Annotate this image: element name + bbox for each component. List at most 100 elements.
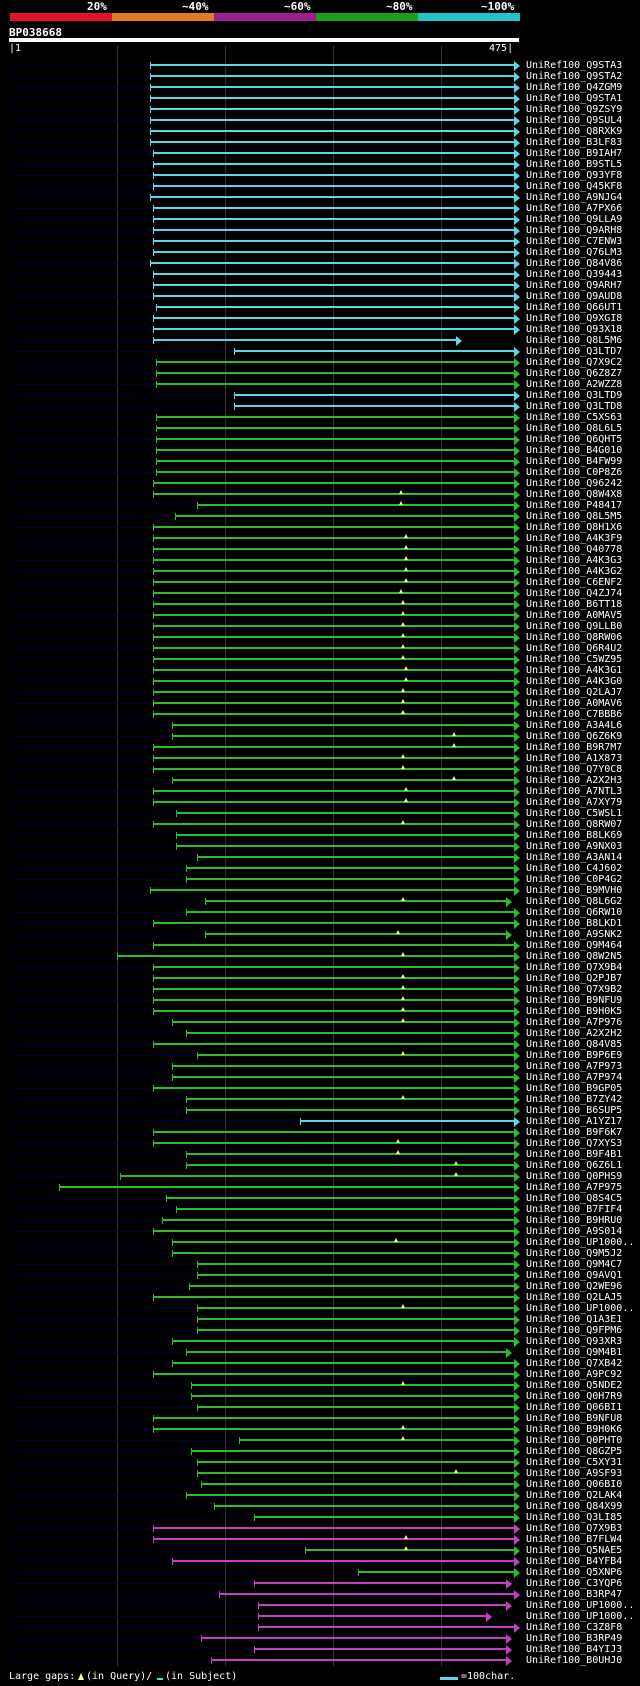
hit-row[interactable]: UniRef100_UP1000.. — [0, 1611, 640, 1622]
hit-label[interactable]: UniRef100_A4K3G3 — [526, 555, 623, 566]
hit-row[interactable]: UniRef100_Q9M4C7 — [0, 1259, 640, 1270]
hit-row[interactable]: UniRef100_Q9ARH8 — [0, 225, 640, 236]
hit-row[interactable]: UniRef100_A4K3G2 — [0, 566, 640, 577]
hit-label[interactable]: UniRef100_UP1000.. — [526, 1237, 635, 1248]
hit-label[interactable]: UniRef100_C3Z8F8 — [526, 1622, 623, 1633]
hit-row[interactable]: UniRef100_Q06BI0 — [0, 1479, 640, 1490]
hit-label[interactable]: UniRef100_C0P4G2 — [526, 874, 623, 885]
hit-label[interactable]: UniRef100_Q9XGI8 — [526, 313, 623, 324]
hit-row[interactable]: UniRef100_Q7Y0C8 — [0, 764, 640, 775]
hit-label[interactable]: UniRef100_Q8W4X8 — [526, 489, 623, 500]
hit-label[interactable]: UniRef100_Q7X9B4 — [526, 962, 623, 973]
hit-row[interactable]: UniRef100_Q5NDE2 — [0, 1380, 640, 1391]
hit-label[interactable]: UniRef100_B3RP49 — [526, 1633, 623, 1644]
hit-label[interactable]: UniRef100_Q76LM3 — [526, 247, 623, 258]
hit-row[interactable]: UniRef100_Q8L5M6 — [0, 335, 640, 346]
hit-label[interactable]: UniRef100_Q9M4C7 — [526, 1259, 623, 1270]
hit-row[interactable]: UniRef100_B9MVH0 — [0, 885, 640, 896]
hit-label[interactable]: UniRef100_Q66UT1 — [526, 302, 623, 313]
hit-row[interactable]: UniRef100_Q6Z8Z7 — [0, 368, 640, 379]
hit-label[interactable]: UniRef100_Q9FPM6 — [526, 1325, 623, 1336]
hit-label[interactable]: UniRef100_A9NX03 — [526, 841, 623, 852]
hit-row[interactable]: UniRef100_B9NFU8 — [0, 1413, 640, 1424]
hit-label[interactable]: UniRef100_A7NTL3 — [526, 786, 623, 797]
hit-row[interactable]: UniRef100_A7NTL3 — [0, 786, 640, 797]
hit-label[interactable]: UniRef100_Q9ZSY9 — [526, 104, 623, 115]
hit-row[interactable]: UniRef100_Q5NAE5 — [0, 1545, 640, 1556]
hit-label[interactable]: UniRef100_Q2LAJ5 — [526, 1292, 623, 1303]
hit-label[interactable]: UniRef100_A4K3G0 — [526, 676, 623, 687]
hit-label[interactable]: UniRef100_B9IAH7 — [526, 148, 623, 159]
hit-row[interactable]: UniRef100_Q6Z6K9 — [0, 731, 640, 742]
hit-row[interactable]: UniRef100_Q06BI1 — [0, 1402, 640, 1413]
hit-row[interactable]: UniRef100_Q8L6L5 — [0, 423, 640, 434]
hit-row[interactable]: UniRef100_Q9FPM6 — [0, 1325, 640, 1336]
hit-row[interactable]: UniRef100_UP1000.. — [0, 1303, 640, 1314]
hit-row[interactable]: UniRef100_B3RP47 — [0, 1589, 640, 1600]
hit-label[interactable]: UniRef100_A9SF93 — [526, 1468, 623, 1479]
hit-label[interactable]: UniRef100_B7FIF4 — [526, 1204, 623, 1215]
hit-label[interactable]: UniRef100_B0UHJ0 — [526, 1655, 623, 1666]
hit-label[interactable]: UniRef100_A2WZZ8 — [526, 379, 623, 390]
hit-label[interactable]: UniRef100_B4YFB4 — [526, 1556, 623, 1567]
hit-row[interactable]: UniRef100_C5WSL1 — [0, 808, 640, 819]
hit-label[interactable]: UniRef100_C0P8Z6 — [526, 467, 623, 478]
hit-label[interactable]: UniRef100_A0MAV6 — [526, 698, 623, 709]
hit-row[interactable]: UniRef100_Q7X9B2 — [0, 984, 640, 995]
hit-label[interactable]: UniRef100_Q1A3E1 — [526, 1314, 623, 1325]
hit-row[interactable]: UniRef100_Q9M4B1 — [0, 1347, 640, 1358]
hit-row[interactable]: UniRef100_B9F6K7 — [0, 1127, 640, 1138]
hit-label[interactable]: UniRef100_Q93XR3 — [526, 1336, 623, 1347]
hit-row[interactable]: UniRef100_C7ENW3 — [0, 236, 640, 247]
hit-label[interactable]: UniRef100_C7ENW3 — [526, 236, 623, 247]
hit-label[interactable]: UniRef100_Q3LTD7 — [526, 346, 623, 357]
hit-row[interactable]: UniRef100_Q8GZP5 — [0, 1446, 640, 1457]
hit-row[interactable]: UniRef100_B9STL5 — [0, 159, 640, 170]
hit-label[interactable]: UniRef100_Q7XB42 — [526, 1358, 623, 1369]
hit-row[interactable]: UniRef100_B6SUP5 — [0, 1105, 640, 1116]
hit-label[interactable]: UniRef100_B3RP47 — [526, 1589, 623, 1600]
hit-row[interactable]: UniRef100_B9F4B1 — [0, 1149, 640, 1160]
hit-label[interactable]: UniRef100_Q8H1X6 — [526, 522, 623, 533]
hit-label[interactable]: UniRef100_B8LKD1 — [526, 918, 623, 929]
hit-label[interactable]: UniRef100_B8LK69 — [526, 830, 623, 841]
hit-label[interactable]: UniRef100_Q7Y0C8 — [526, 764, 623, 775]
hit-row[interactable]: UniRef100_UP1000.. — [0, 1237, 640, 1248]
hit-label[interactable]: UniRef100_B9R7M7 — [526, 742, 623, 753]
hit-row[interactable]: UniRef100_B9GP05 — [0, 1083, 640, 1094]
hit-row[interactable]: UniRef100_Q9STA2 — [0, 71, 640, 82]
hit-label[interactable]: UniRef100_Q8RW06 — [526, 632, 623, 643]
hit-row[interactable]: UniRef100_Q7X9B4 — [0, 962, 640, 973]
hit-label[interactable]: UniRef100_Q84V85 — [526, 1039, 623, 1050]
hit-row[interactable]: UniRef100_B4G010 — [0, 445, 640, 456]
hit-row[interactable]: UniRef100_A1YZ17 — [0, 1116, 640, 1127]
hit-label[interactable]: UniRef100_Q9M5J2 — [526, 1248, 623, 1259]
hit-row[interactable]: UniRef100_Q3LTD9 — [0, 390, 640, 401]
hit-label[interactable]: UniRef100_B9F4B1 — [526, 1149, 623, 1160]
hit-row[interactable]: UniRef100_Q4ZGM9 — [0, 82, 640, 93]
hit-row[interactable]: UniRef100_B6TT18 — [0, 599, 640, 610]
hit-label[interactable]: UniRef100_A0MAV5 — [526, 610, 623, 621]
hit-label[interactable]: UniRef100_Q6R4U2 — [526, 643, 623, 654]
hit-row[interactable]: UniRef100_Q84V85 — [0, 1039, 640, 1050]
hit-row[interactable]: UniRef100_Q84V86 — [0, 258, 640, 269]
hit-row[interactable]: UniRef100_Q40778 — [0, 544, 640, 555]
hit-row[interactable]: UniRef100_A7P975 — [0, 1182, 640, 1193]
hit-label[interactable]: UniRef100_C7BBB6 — [526, 709, 623, 720]
hit-row[interactable]: UniRef100_A7P973 — [0, 1061, 640, 1072]
hit-label[interactable]: UniRef100_Q7X9C2 — [526, 357, 623, 368]
hit-row[interactable]: UniRef100_Q9XGI8 — [0, 313, 640, 324]
hit-label[interactable]: UniRef100_Q9STA3 — [526, 60, 623, 71]
hit-label[interactable]: UniRef100_A7P974 — [526, 1072, 623, 1083]
hit-label[interactable]: UniRef100_C4J602 — [526, 863, 623, 874]
hit-label[interactable]: UniRef100_Q6Z6K9 — [526, 731, 623, 742]
hit-label[interactable]: UniRef100_Q7XYS3 — [526, 1138, 623, 1149]
hit-row[interactable]: UniRef100_B9H0K6 — [0, 1424, 640, 1435]
hit-row[interactable]: UniRef100_B8LKD1 — [0, 918, 640, 929]
hit-row[interactable]: UniRef100_Q2LAK4 — [0, 1490, 640, 1501]
hit-label[interactable]: UniRef100_A4K3G1 — [526, 665, 623, 676]
hit-label[interactable]: UniRef100_Q9ARH8 — [526, 225, 623, 236]
hit-row[interactable]: UniRef100_B3LF83 — [0, 137, 640, 148]
hit-label[interactable]: UniRef100_Q5NDE2 — [526, 1380, 623, 1391]
hit-row[interactable]: UniRef100_A7PX66 — [0, 203, 640, 214]
